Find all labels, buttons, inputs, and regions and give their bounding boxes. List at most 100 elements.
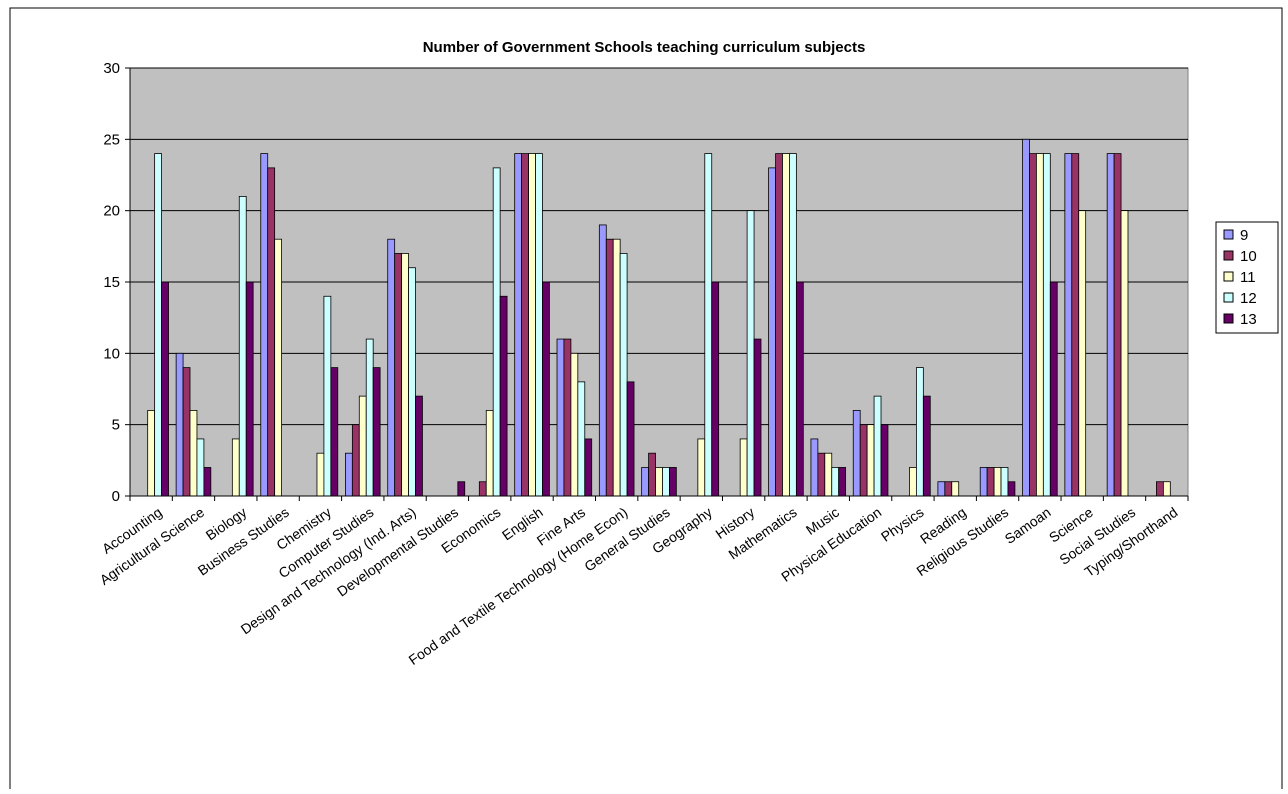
chart-title: Number of Government Schools teaching cu… bbox=[423, 39, 866, 56]
bar-9-1 bbox=[175, 352, 184, 497]
bar-13-14 bbox=[753, 338, 762, 497]
bar-9-3 bbox=[260, 153, 269, 497]
bar-13-13 bbox=[711, 281, 720, 497]
bar-12-20 bbox=[1000, 467, 1009, 497]
bar-12-1 bbox=[196, 438, 205, 497]
gridlines bbox=[130, 67, 1188, 426]
bar-9-12 bbox=[641, 467, 649, 497]
legend-label-10: 10 bbox=[1240, 248, 1257, 265]
bar-12-14 bbox=[746, 210, 755, 497]
bar-12-5 bbox=[365, 338, 374, 497]
bar-13-15 bbox=[795, 281, 804, 497]
bar-12-11 bbox=[619, 253, 628, 497]
bar-13-20 bbox=[1007, 481, 1016, 497]
legend-label-12: 12 bbox=[1240, 290, 1257, 307]
bar-13-12 bbox=[669, 467, 677, 497]
bar-9-23 bbox=[1106, 153, 1115, 497]
legend-swatch-13 bbox=[1223, 313, 1234, 324]
legend-swatch-11 bbox=[1223, 271, 1234, 282]
bar-13-6 bbox=[415, 395, 423, 497]
bar-11-6 bbox=[401, 253, 409, 497]
bar-10-10 bbox=[563, 338, 572, 497]
bar-9-5 bbox=[345, 452, 353, 497]
bar-11-4 bbox=[316, 452, 325, 497]
bar-9-17 bbox=[852, 409, 861, 497]
bar-10-23 bbox=[1113, 153, 1122, 497]
bar-11-3 bbox=[274, 238, 282, 497]
bar-12-9 bbox=[535, 153, 543, 497]
y-tick-label: 20 bbox=[103, 203, 120, 220]
bar-11-0 bbox=[147, 409, 156, 497]
bar-11-8 bbox=[485, 409, 494, 497]
bar-13-18 bbox=[922, 395, 931, 497]
bar-12-18 bbox=[915, 367, 924, 497]
y-axis: 0 5 10 15 20 25 30 bbox=[103, 60, 131, 505]
bar-9-16 bbox=[810, 438, 819, 497]
legend-label-11: 11 bbox=[1240, 269, 1256, 286]
bar-12-12 bbox=[662, 467, 670, 497]
bar-11-17 bbox=[866, 424, 875, 497]
bar-13-8 bbox=[499, 295, 508, 497]
bar-9-22 bbox=[1064, 153, 1073, 497]
bar-13-17 bbox=[880, 424, 889, 497]
bar-11-2 bbox=[231, 438, 240, 497]
bar-11-9 bbox=[528, 153, 536, 497]
bar-10-22 bbox=[1071, 153, 1080, 497]
bar-9-11 bbox=[598, 224, 607, 497]
bar-13-5 bbox=[372, 367, 381, 497]
legend-swatch-9 bbox=[1223, 229, 1234, 240]
bar-11-5 bbox=[358, 395, 367, 497]
bar-11-19 bbox=[951, 481, 960, 497]
bar-12-0 bbox=[154, 153, 162, 497]
bar-9-6 bbox=[387, 238, 396, 497]
bar-10-17 bbox=[859, 424, 868, 497]
bar-10-11 bbox=[605, 238, 614, 497]
bar-9-20 bbox=[979, 467, 988, 497]
bar-9-15 bbox=[768, 167, 776, 497]
bar-13-11 bbox=[626, 381, 635, 497]
bar-11-16 bbox=[824, 452, 833, 497]
bar-13-2 bbox=[245, 281, 254, 497]
bar-9-21 bbox=[1022, 138, 1030, 497]
bar-13-0 bbox=[161, 281, 169, 497]
bar-11-23 bbox=[1120, 210, 1129, 497]
bar-11-18 bbox=[909, 467, 917, 497]
y-tick-label: 0 bbox=[112, 488, 120, 505]
bar-10-12 bbox=[648, 452, 656, 497]
bar-9-9 bbox=[514, 153, 523, 497]
bar-12-21 bbox=[1042, 153, 1051, 497]
bar-13-9 bbox=[542, 281, 550, 497]
legend-swatch-12 bbox=[1223, 292, 1234, 303]
bar-10-16 bbox=[817, 452, 826, 497]
bar-12-17 bbox=[873, 395, 882, 497]
y-tick-label: 10 bbox=[103, 345, 120, 362]
y-tick-label: 30 bbox=[103, 60, 120, 77]
bar-10-20 bbox=[986, 467, 995, 497]
bar-11-20 bbox=[993, 467, 1002, 497]
bar-10-1 bbox=[182, 367, 191, 497]
bar-13-4 bbox=[330, 367, 339, 497]
bar-12-15 bbox=[789, 153, 797, 497]
y-tick-label: 25 bbox=[103, 131, 120, 148]
y-tick-label: 15 bbox=[103, 274, 120, 291]
bar-10-8 bbox=[478, 481, 487, 497]
legend-swatch-10 bbox=[1223, 250, 1234, 261]
bar-13-7 bbox=[457, 481, 466, 497]
bar-12-4 bbox=[323, 295, 332, 497]
bar-10-19 bbox=[944, 481, 953, 497]
bar-10-5 bbox=[351, 424, 360, 497]
bar-13-1 bbox=[203, 467, 212, 497]
bar-12-13 bbox=[704, 153, 713, 497]
bar-13-21 bbox=[1049, 281, 1058, 497]
bar-9-10 bbox=[556, 338, 565, 497]
bar-10-24 bbox=[1156, 481, 1164, 497]
bar-10-6 bbox=[394, 253, 403, 497]
bar-12-6 bbox=[408, 267, 416, 497]
bar-11-15 bbox=[782, 153, 790, 497]
bar-11-10 bbox=[570, 352, 579, 497]
bar-11-13 bbox=[697, 438, 706, 497]
bar-12-2 bbox=[238, 195, 247, 497]
bar-11-22 bbox=[1078, 210, 1087, 497]
